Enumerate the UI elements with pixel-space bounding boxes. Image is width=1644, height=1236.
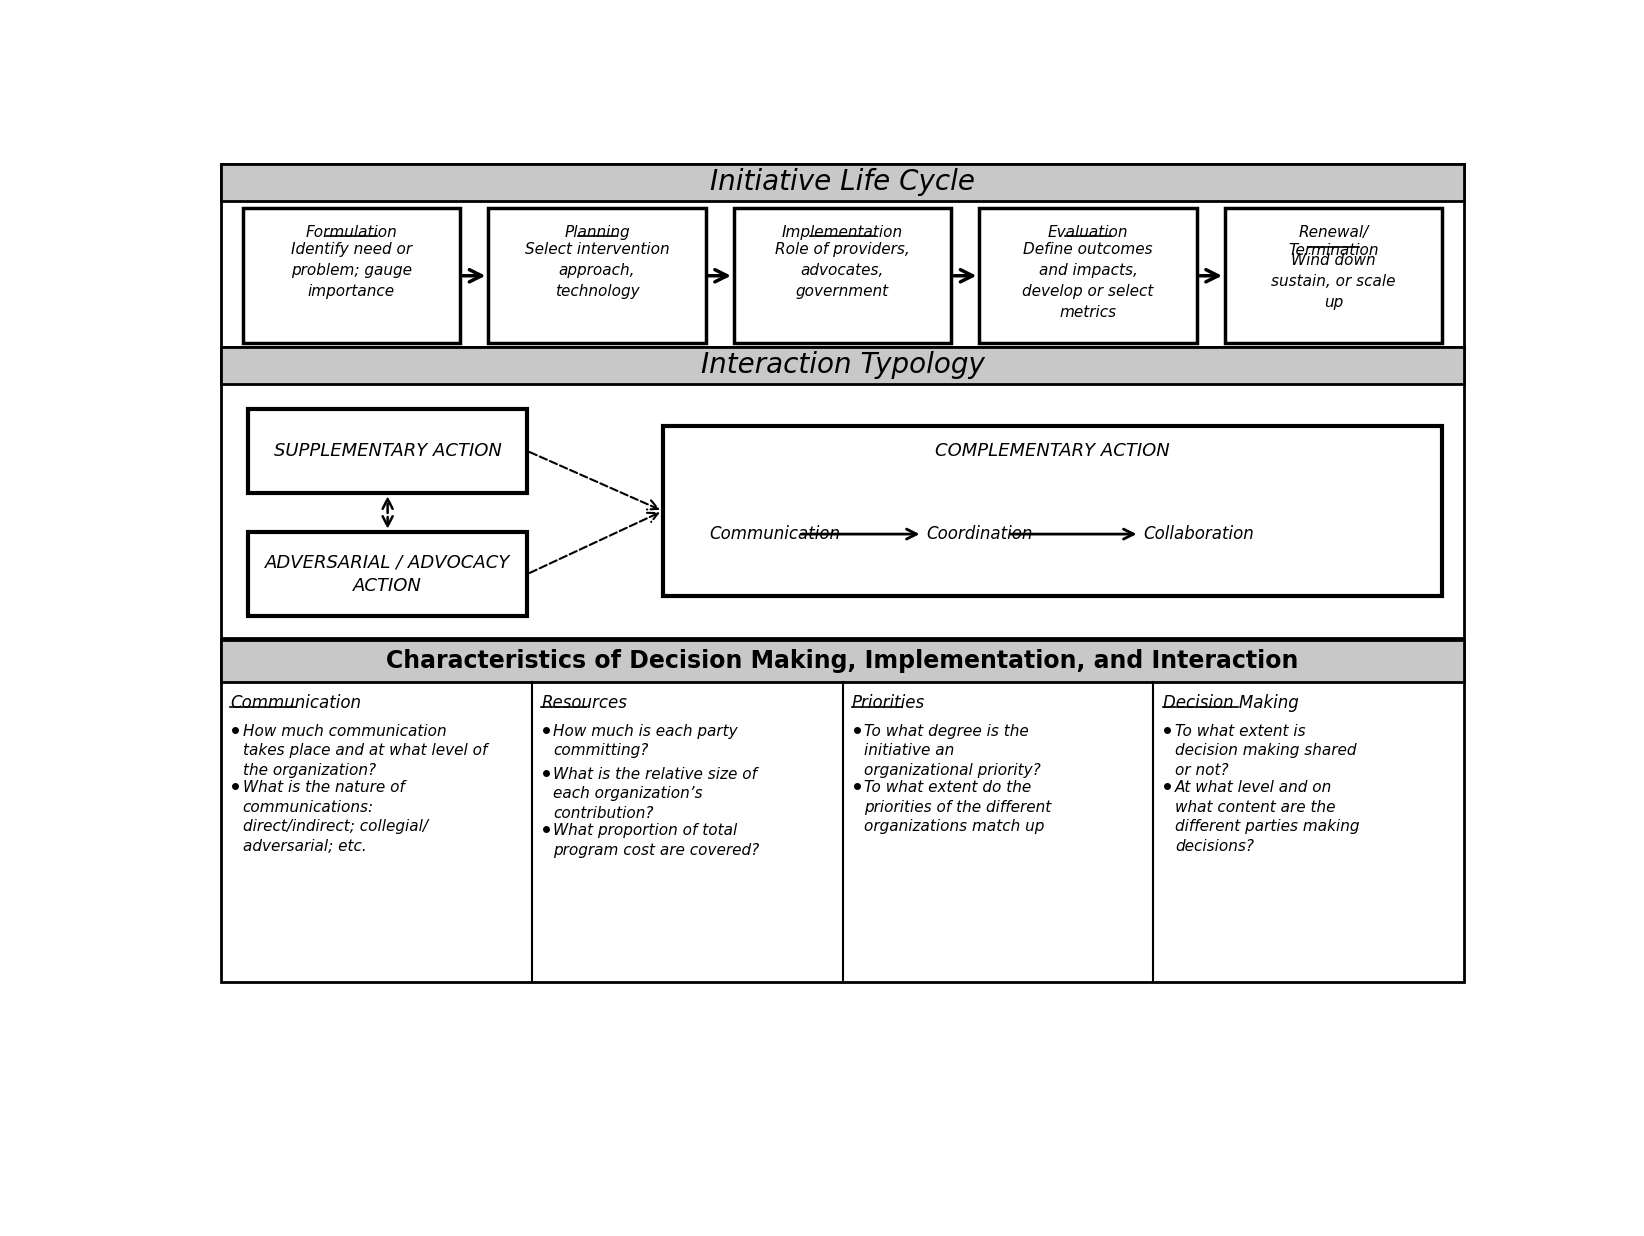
Text: Characteristics of Decision Making, Implementation, and Interaction: Characteristics of Decision Making, Impl… [386, 649, 1299, 672]
Text: Interaction Typology: Interaction Typology [700, 351, 985, 379]
Text: How much is each party
committing?: How much is each party committing? [554, 723, 738, 759]
Text: Priorities: Priorities [852, 695, 926, 712]
Text: To what degree is the
initiative an
organizational priority?: To what degree is the initiative an orga… [865, 723, 1041, 779]
Bar [220, 163, 1465, 200]
Text: Formulation: Formulation [306, 225, 398, 240]
Text: Identify need or
problem; gauge
importance: Identify need or problem; gauge importan… [291, 242, 413, 299]
Bar [733, 209, 952, 344]
Text: Coordination: Coordination [926, 525, 1032, 543]
Text: Collaboration: Collaboration [1143, 525, 1254, 543]
Text: Decision Making: Decision Making [1162, 695, 1299, 712]
Text: Communication: Communication [230, 695, 362, 712]
Text: COMPLEMENTARY ACTION: COMPLEMENTARY ACTION [935, 442, 1169, 460]
Text: How much communication
takes place and at what level of
the organization?: How much communication takes place and a… [243, 723, 487, 779]
Bar [1225, 209, 1442, 344]
Text: What is the nature of
communications:
direct/indirect; collegial/
adversarial; e: What is the nature of communications: di… [243, 780, 427, 854]
Text: Select intervention
approach,
technology: Select intervention approach, technology [524, 242, 669, 299]
Text: To what extent is
decision making shared
or not?: To what extent is decision making shared… [1175, 723, 1356, 779]
Bar [663, 426, 1442, 596]
Bar [248, 409, 528, 493]
Bar [220, 347, 1465, 384]
Text: To what extent do the
priorities of the different
organizations match up: To what extent do the priorities of the … [865, 780, 1052, 834]
Text: Wind down
sustain, or scale
up: Wind down sustain, or scale up [1271, 253, 1396, 310]
Bar [488, 209, 705, 344]
Text: Implementation: Implementation [783, 225, 903, 240]
Text: Planning: Planning [564, 225, 630, 240]
Text: Role of providers,
advocates,
government: Role of providers, advocates, government [776, 242, 909, 299]
Text: What is the relative size of
each organization’s
contribution?: What is the relative size of each organi… [554, 766, 758, 821]
Text: Evaluation: Evaluation [1047, 225, 1128, 240]
Text: Communication: Communication [709, 525, 840, 543]
Text: Initiative Life Cycle: Initiative Life Cycle [710, 168, 975, 197]
Bar [243, 209, 460, 344]
Text: SUPPLEMENTARY ACTION: SUPPLEMENTARY ACTION [273, 442, 501, 460]
Bar [248, 531, 528, 617]
Text: What proportion of total
program cost are covered?: What proportion of total program cost ar… [554, 823, 760, 858]
Bar [220, 347, 1465, 638]
Text: Resources: Resources [541, 695, 626, 712]
Text: Renewal/
Termination: Renewal/ Termination [1289, 225, 1379, 258]
Bar [980, 209, 1197, 344]
Text: ADVERSARIAL / ADVOCACY
ACTION: ADVERSARIAL / ADVOCACY ACTION [265, 554, 510, 595]
Bar [220, 163, 1465, 351]
Bar [220, 639, 1465, 983]
Bar [220, 639, 1465, 682]
Text: At what level and on
what content are the
different parties making
decisions?: At what level and on what content are th… [1175, 780, 1360, 854]
Text: Define outcomes
and impacts,
develop or select
metrics: Define outcomes and impacts, develop or … [1023, 242, 1154, 320]
